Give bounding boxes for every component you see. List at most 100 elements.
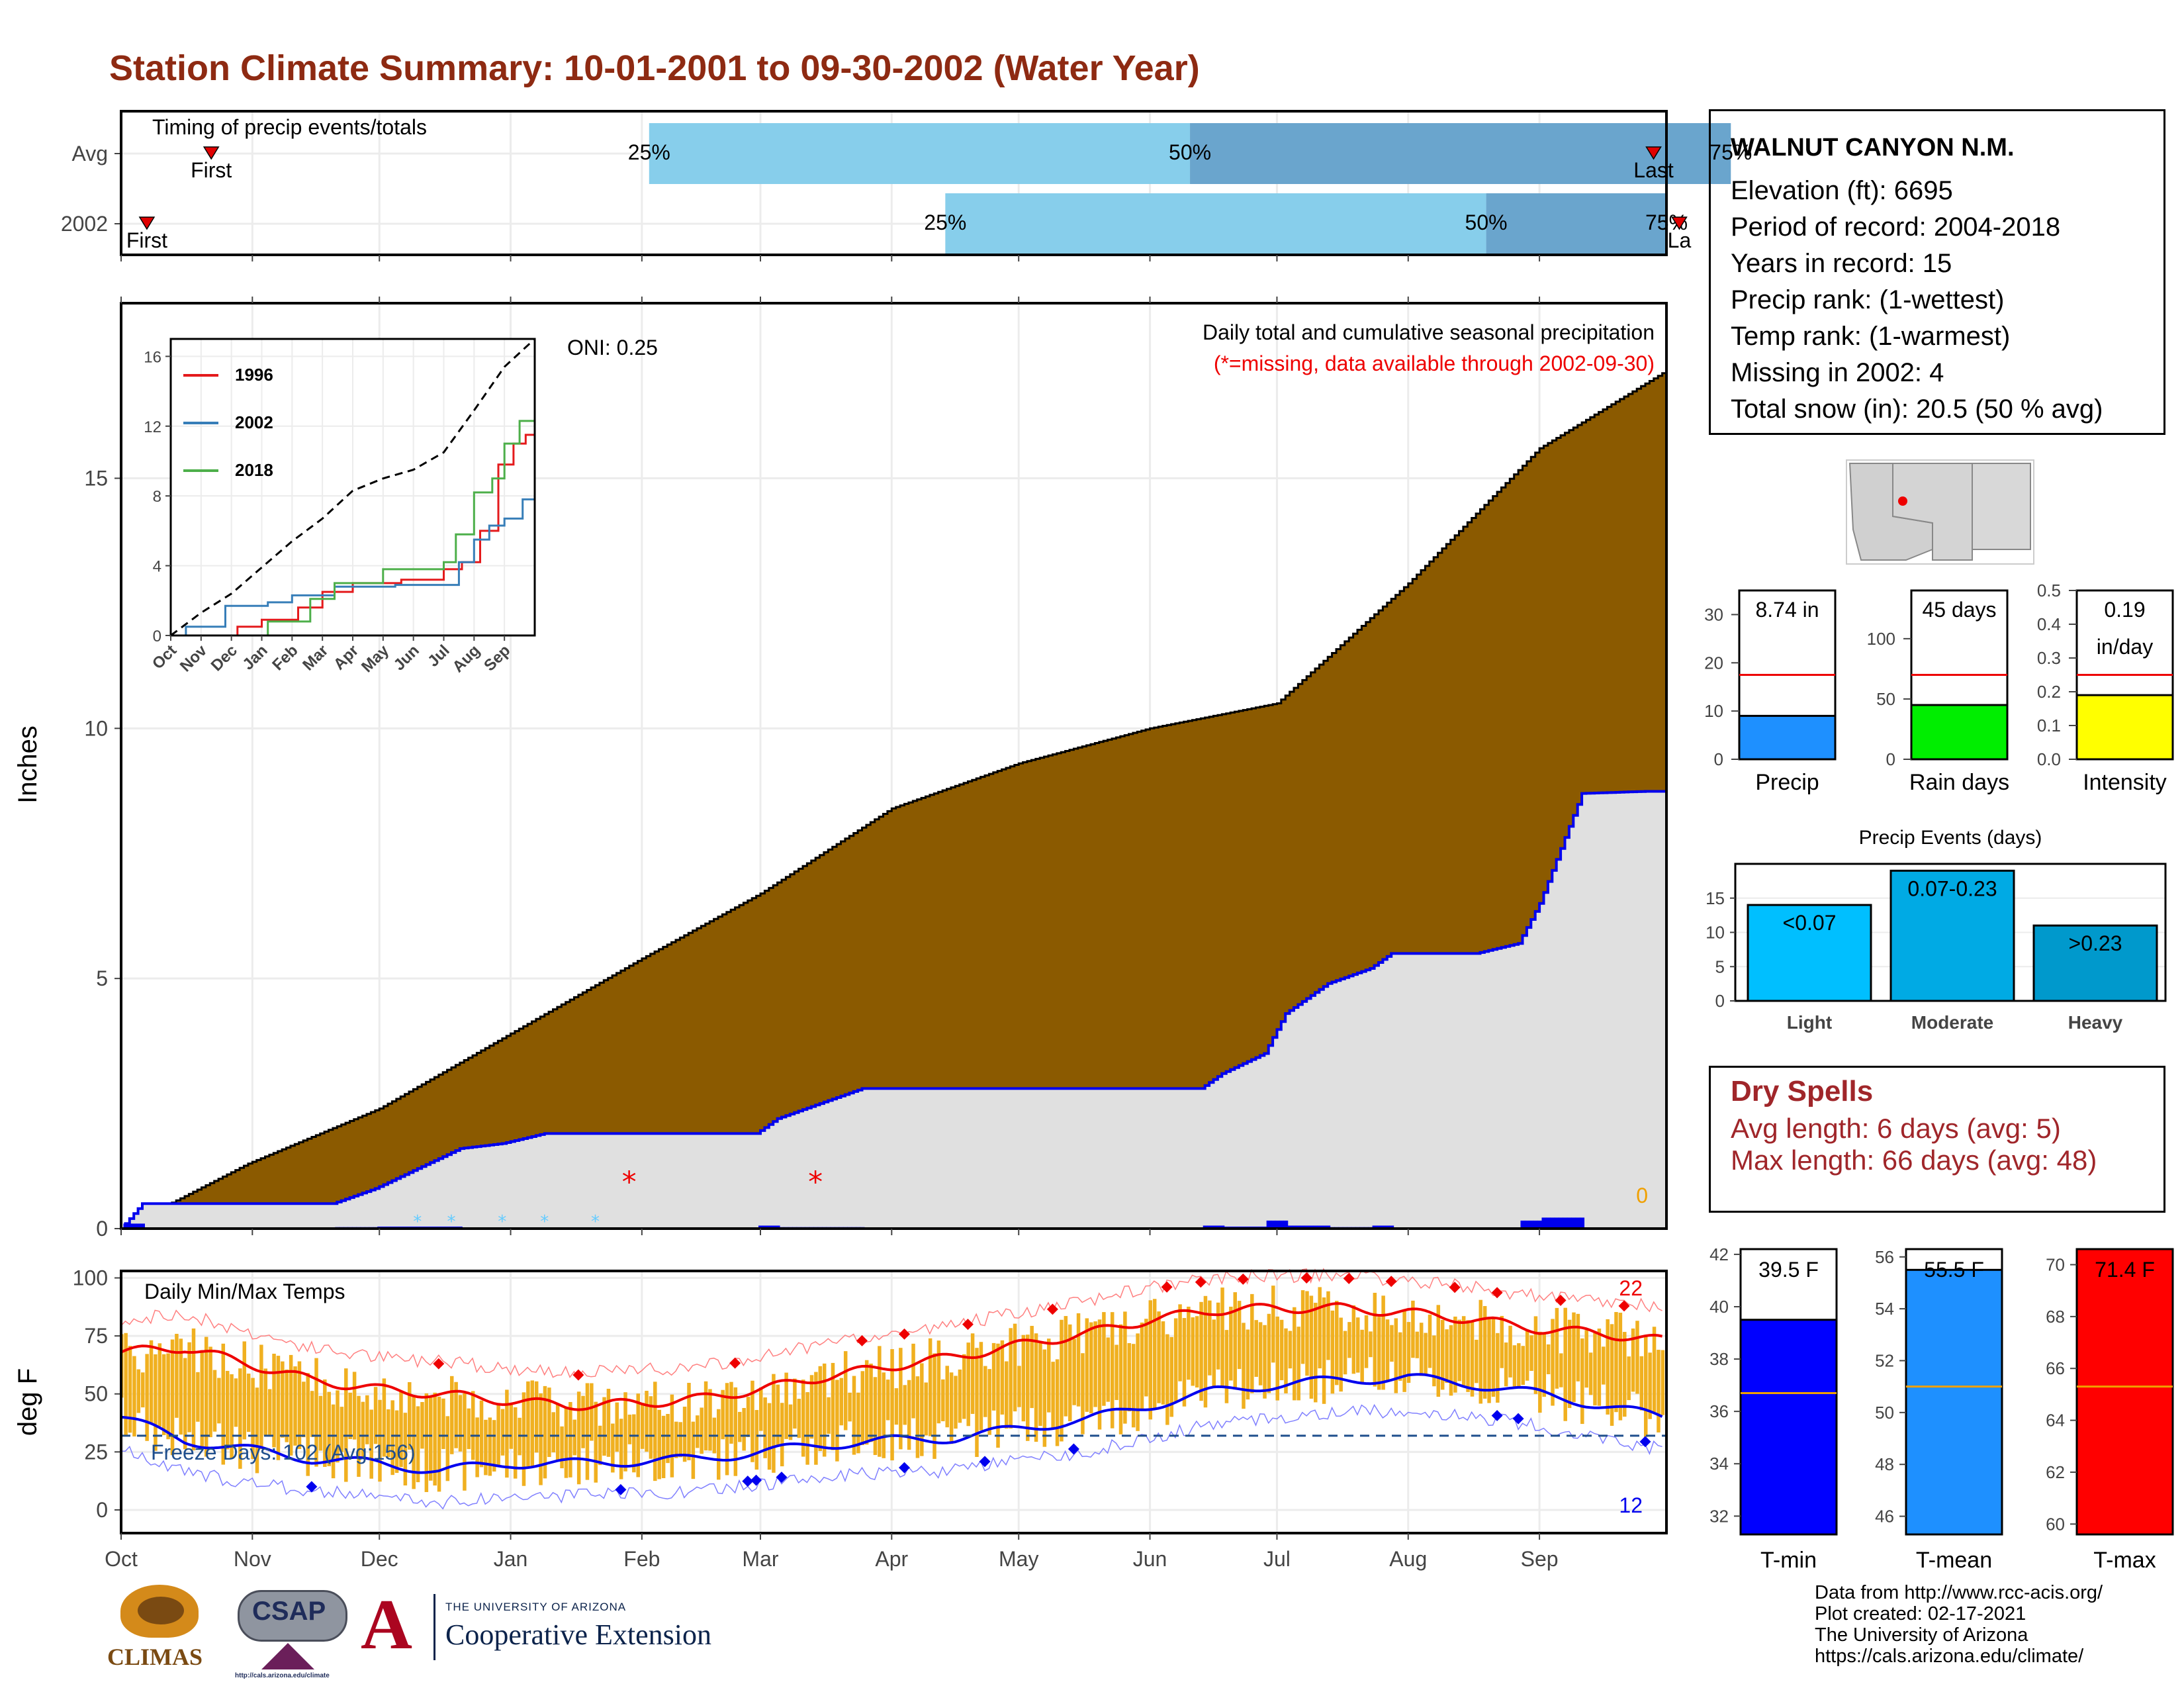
daily-precip-bar xyxy=(1207,1225,1212,1229)
daily-temp-bar xyxy=(539,1393,543,1485)
daily-temp-bar xyxy=(1623,1332,1627,1417)
inset-y-tick-label: 0 xyxy=(153,628,161,645)
daily-temp-bar xyxy=(208,1346,212,1438)
daily-temp-bar xyxy=(649,1396,653,1459)
daily-temp-bar xyxy=(767,1403,772,1470)
summary-bar-tick-label: 20 xyxy=(1704,653,1723,673)
record-high-marker xyxy=(1161,1281,1173,1293)
daily-temp-bar xyxy=(1237,1301,1242,1370)
daily-temp-bar xyxy=(1360,1329,1364,1385)
daily-precip-bar xyxy=(140,1223,145,1229)
daily-temp-bar xyxy=(1373,1292,1377,1387)
timing-bar-50-75 xyxy=(1190,123,1731,184)
temp-summary-tick-label: 56 xyxy=(1875,1247,1894,1267)
daily-temp-bar xyxy=(742,1408,746,1451)
daily-temp-bar xyxy=(1614,1312,1618,1413)
daily-temp-bar xyxy=(246,1374,251,1432)
record-high-line xyxy=(120,1268,1662,1380)
daily-temp-bar xyxy=(449,1376,454,1454)
daily-precip-bar xyxy=(1381,1225,1386,1229)
daily-temp-bar xyxy=(682,1407,687,1462)
daily-temp-bar xyxy=(212,1370,217,1432)
daily-temp-bar xyxy=(318,1395,323,1451)
temp-summary-tick-label: 52 xyxy=(1875,1350,1894,1370)
daily-temp-bar xyxy=(204,1336,208,1457)
daily-temp-bar xyxy=(1034,1333,1038,1442)
record-high-marker xyxy=(1195,1276,1206,1288)
daily-temp-bar xyxy=(1491,1317,1496,1397)
daily-temp-bar xyxy=(1521,1346,1525,1385)
precip-y-tick-label: 5 xyxy=(96,966,108,990)
summary-bar-tick-label: 0.4 xyxy=(2037,614,2061,634)
daily-temp-bar xyxy=(1220,1288,1224,1387)
record-high-marker xyxy=(1385,1276,1397,1288)
temp-y-tick-label: 0 xyxy=(96,1498,108,1522)
station-location-marker xyxy=(1898,496,1907,506)
daily-temp-bar xyxy=(340,1407,344,1452)
timing-bar-25-50 xyxy=(945,193,1486,254)
daily-temp-bar xyxy=(1314,1303,1318,1403)
daily-temp-bar xyxy=(1394,1318,1398,1393)
daily-precip-bar xyxy=(1571,1217,1576,1229)
precip-event-bar-label: 0.07-0.23 xyxy=(1907,876,1997,900)
daily-temp-bar xyxy=(860,1371,865,1446)
summary-bar-fill xyxy=(2075,694,2174,761)
daily-temp-bar xyxy=(361,1401,365,1459)
summary-bar-tick-label: 10 xyxy=(1704,701,1723,721)
precip-panel-border xyxy=(120,302,1668,1230)
daily-precip-bar xyxy=(1575,1217,1580,1229)
station-elevation: Elevation (ft): 6695 xyxy=(1731,176,1953,205)
inset-average-line xyxy=(170,338,536,637)
daily-precip-bar xyxy=(1533,1220,1538,1229)
month-axis-label: May xyxy=(999,1547,1038,1571)
daily-temp-bar xyxy=(1013,1323,1017,1412)
month-axis-label: Jul xyxy=(1263,1547,1291,1571)
daily-temp-bar xyxy=(1580,1338,1584,1425)
daily-temp-bar xyxy=(1424,1333,1428,1374)
record-high-marker xyxy=(1237,1273,1249,1285)
station-missing: Missing in 2002: 4 xyxy=(1731,358,1944,387)
daily-temp-bar xyxy=(196,1372,200,1422)
daily-temp-bar xyxy=(920,1363,924,1456)
daily-temp-bar xyxy=(678,1422,682,1458)
daily-temp-bar xyxy=(1559,1353,1563,1387)
daily-temp-bar xyxy=(369,1409,373,1479)
temp-summary-tick-label: 36 xyxy=(1709,1401,1729,1421)
summary-bar-tick-label: 0 xyxy=(1886,749,1895,769)
daily-temp-bar xyxy=(696,1415,700,1448)
daily-precip-bar xyxy=(1266,1220,1271,1229)
summary-bar-tick-label: 0 xyxy=(1714,749,1723,769)
daily-temp-bar xyxy=(1652,1327,1657,1413)
daily-temp-bar xyxy=(746,1397,751,1437)
daily-temp-bar xyxy=(1203,1295,1208,1408)
summary-bar-tick-label: 0.5 xyxy=(2037,581,2061,600)
record-high-marker xyxy=(1555,1294,1567,1306)
daily-temp-bar xyxy=(217,1378,221,1424)
daily-precip-bar xyxy=(1537,1220,1543,1229)
daily-temp-bar xyxy=(928,1338,933,1436)
month-axis-label: Mar xyxy=(742,1547,778,1571)
daily-temp-bar xyxy=(1089,1322,1093,1414)
inset-2018-line xyxy=(171,420,536,637)
daily-temp-bar xyxy=(259,1344,263,1450)
daily-temp-bar xyxy=(302,1382,306,1438)
missing-data-marker: * xyxy=(622,1165,637,1199)
daily-temp-bar xyxy=(1602,1346,1606,1385)
daily-temp-bar xyxy=(619,1419,623,1479)
summary-bar-tick-label: 0.0 xyxy=(2037,749,2061,769)
station-snow: Total snow (in): 20.5 (50 % avg) xyxy=(1731,395,2103,424)
precip-events-tick-label: 10 xyxy=(1706,923,1725,943)
daily-temp-bar xyxy=(420,1401,424,1449)
daily-temp-bar xyxy=(348,1392,352,1440)
record-low-marker xyxy=(742,1476,754,1487)
temp-summary-label: T-max xyxy=(2093,1548,2156,1573)
daily-temp-bar xyxy=(661,1415,666,1479)
daily-precip-bar xyxy=(1296,1225,1301,1229)
daily-temp-bar xyxy=(445,1416,450,1481)
record-high-marker xyxy=(1618,1300,1630,1312)
daily-precip-bar xyxy=(1524,1220,1529,1229)
daily-temp-bar xyxy=(598,1425,602,1466)
daily-temp-bar xyxy=(399,1391,403,1468)
daily-temp-bar xyxy=(1335,1301,1339,1385)
daily-temp-bar xyxy=(1076,1313,1081,1407)
